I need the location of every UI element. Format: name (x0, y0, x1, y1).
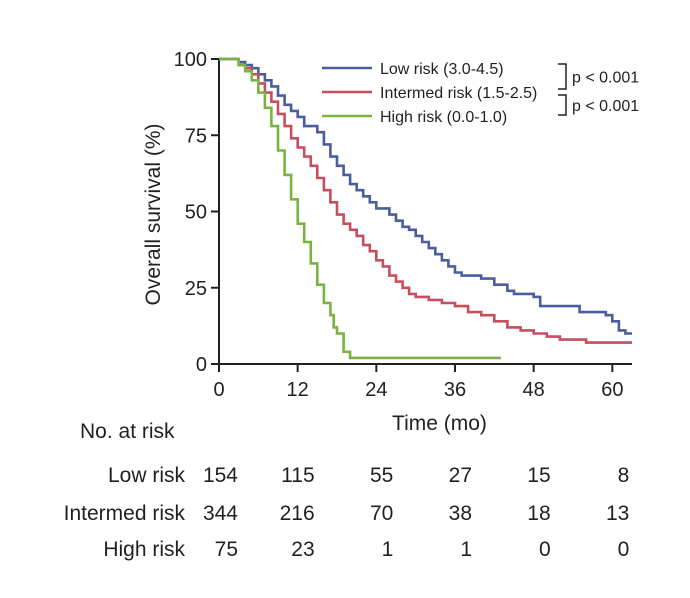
x-tick-label: 24 (365, 379, 387, 401)
x-axis-title: Time (mo) (392, 412, 487, 435)
risk-table-row-label: Intermed risk (63, 502, 185, 525)
risk-table-cell: 75 (214, 538, 238, 561)
y-axis-title: Overall survival (%) (142, 123, 165, 305)
risk-table-row-label: High risk (103, 538, 185, 561)
risk-table-cell: 18 (527, 502, 551, 525)
x-tick-label: 60 (601, 379, 623, 401)
risk-table-cell: 0 (538, 538, 551, 561)
series-line-high-risk (219, 57, 501, 360)
y-tick-label: 100 (174, 49, 207, 71)
risk-table-row: Intermed risk 344 216 70 38 18 13 (0, 502, 690, 532)
series-layer (219, 57, 632, 360)
legend-label: High risk (0.0-1.0) (380, 109, 507, 126)
risk-table-cell: 38 (448, 502, 472, 525)
legend-label: Intermed risk (1.5-2.5) (380, 85, 537, 102)
y-tick-label: 75 (185, 125, 207, 147)
p-value-low-vs-intermed-label: p < 0.001 (572, 70, 639, 87)
series-line-intermed-risk (219, 57, 632, 344)
risk-table-row: High risk 75 23 1 1 0 0 (0, 538, 690, 568)
x-tick-label: 0 (213, 379, 224, 401)
risk-table-cell: 15 (527, 464, 551, 487)
risk-table-cell: 0 (617, 538, 630, 561)
risk-table-cell: 27 (448, 464, 472, 487)
legend: Low risk (3.0-4.5) Intermed risk (1.5-2.5… (322, 61, 639, 126)
y-tick-label: 50 (185, 202, 207, 224)
series-line-low-risk (219, 57, 632, 335)
risk-table-cell: 70 (369, 502, 394, 525)
axes-layer: 0 25 50 75 100 0 12 24 36 48 60 Time (mo) Overall su… (142, 49, 632, 435)
risk-table-cell: 344 (202, 502, 238, 525)
risk-table-cell: 115 (281, 464, 315, 487)
risk-table-cell: 216 (279, 502, 315, 525)
y-tick-label: 0 (196, 354, 207, 376)
risk-table-cell: 13 (605, 502, 630, 525)
survival-chart: 0 25 50 75 100 0 12 24 36 48 60 Time (mo) Overall su… (142, 49, 639, 435)
risk-table-cell: 8 (617, 464, 630, 487)
legend-label: Low risk (3.0-4.5) (380, 61, 504, 78)
x-tick-label: 36 (444, 379, 466, 401)
p-value-low-vs-intermed-bracket (558, 63, 567, 90)
risk-table-title: No. at risk (80, 420, 175, 443)
risk-table-cell: 55 (369, 464, 394, 487)
risk-table-cell: 154 (202, 464, 238, 487)
risk-table-cell: 23 (291, 538, 315, 561)
p-value-intermed-vs-high-bracket (558, 94, 567, 116)
x-tick-label: 12 (287, 379, 309, 401)
x-tick-label: 48 (523, 379, 545, 401)
risk-table-row-label: Low risk (107, 464, 185, 487)
risk-table-cell: 1 (381, 538, 394, 561)
risk-table-row: Low risk 154 115 55 27 15 8 (0, 464, 690, 494)
y-tick-label: 25 (185, 278, 207, 300)
p-value-intermed-vs-high-label: p < 0.001 (572, 98, 639, 115)
risk-table-cell: 1 (460, 538, 472, 561)
risk-table-title-row: No. at risk (0, 420, 690, 450)
